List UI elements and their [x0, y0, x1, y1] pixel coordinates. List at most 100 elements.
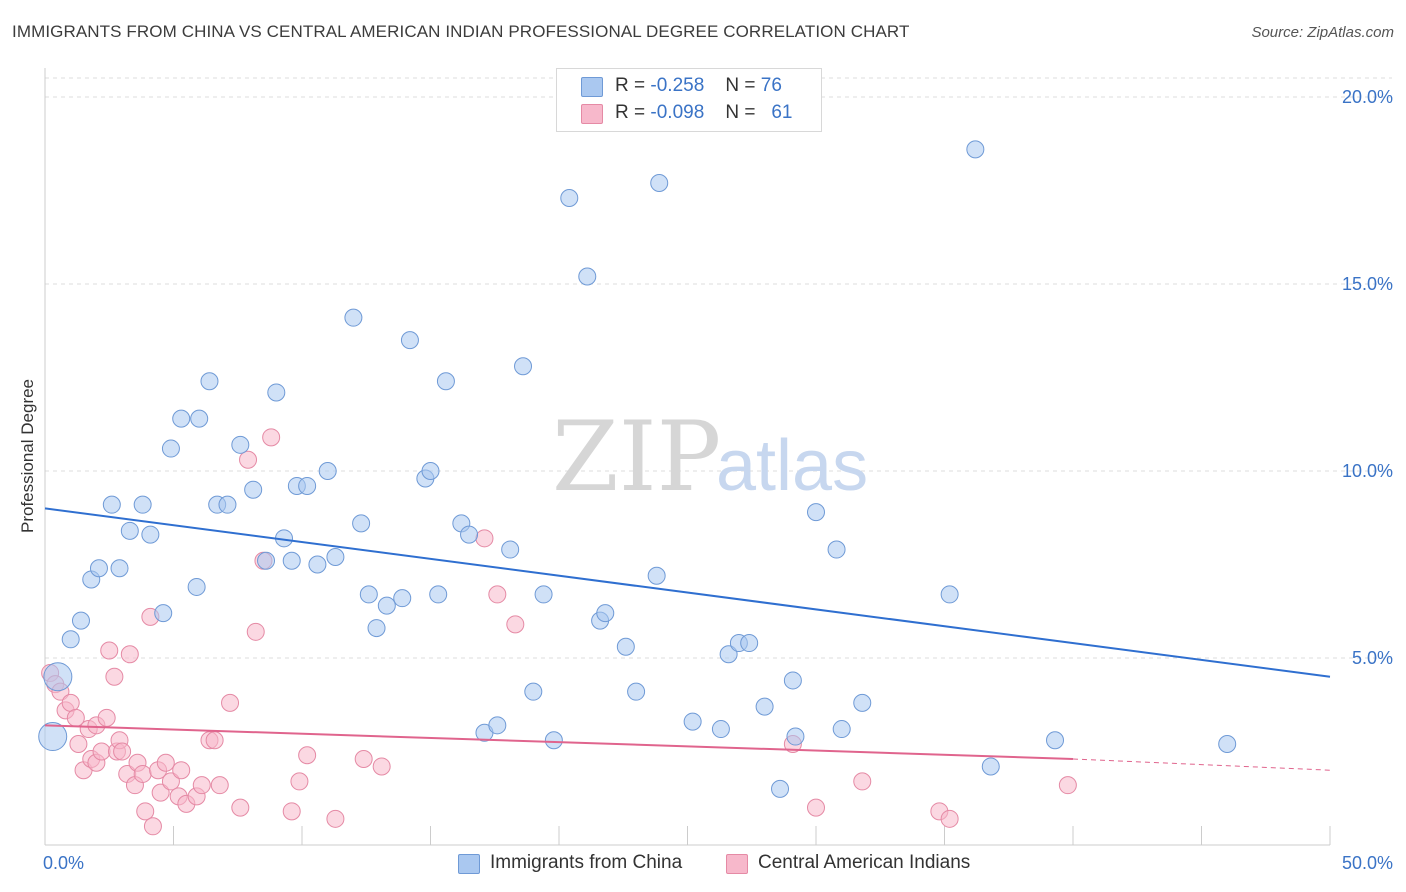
- data-point-central-american: [205, 731, 224, 750]
- series-immigrants-from-china: [38, 140, 1237, 798]
- data-point-china: [436, 372, 455, 391]
- legend-r-label: R =: [615, 102, 646, 123]
- data-point-central-american: [61, 693, 80, 712]
- data-point-china: [161, 439, 180, 458]
- data-point-china: [267, 383, 286, 402]
- data-point-central-american: [246, 622, 265, 641]
- data-point-china: [102, 495, 121, 514]
- bottom-swatch-blue: [458, 854, 480, 874]
- data-point-china: [43, 662, 73, 692]
- data-point-china: [298, 476, 317, 495]
- y-tick-label: 5.0%: [1352, 648, 1393, 668]
- x-tick-label: 50.0%: [1342, 853, 1393, 873]
- data-point-china: [187, 577, 206, 596]
- data-point-china: [308, 555, 327, 574]
- data-point-china: [421, 462, 440, 480]
- data-point-central-american: [92, 742, 111, 761]
- data-point-china: [367, 619, 386, 638]
- chart-title: IMMIGRANTS FROM CHINA VS CENTRAL AMERICA…: [12, 22, 910, 41]
- legend-swatch-blue: [581, 77, 603, 97]
- data-point-central-american: [97, 708, 116, 727]
- legend-r-label: R =: [615, 75, 646, 96]
- data-point-china: [200, 372, 219, 391]
- data-point-central-american: [1058, 776, 1077, 795]
- data-point-central-american: [100, 641, 119, 660]
- data-point-china: [1046, 731, 1065, 750]
- data-point-central-american: [143, 817, 162, 836]
- data-point-china: [853, 693, 872, 712]
- data-point-central-american: [372, 757, 391, 776]
- data-point-central-american: [282, 802, 301, 821]
- data-point-china: [429, 585, 448, 604]
- trend-line-central-american: [44, 724, 1074, 760]
- data-point-china: [377, 596, 396, 615]
- legend-swatch-pink: [581, 104, 603, 124]
- data-point-china: [719, 645, 738, 664]
- data-point-central-american: [239, 450, 258, 469]
- watermark-atlas: atlas: [716, 426, 868, 506]
- data-point-china: [981, 757, 1000, 776]
- data-point-central-american: [105, 667, 124, 686]
- data-point-china: [544, 731, 563, 750]
- watermark: ZIP atlas: [552, 401, 868, 513]
- data-point-china: [524, 682, 543, 701]
- data-point-china: [596, 604, 615, 623]
- data-point-china: [832, 720, 851, 739]
- trend-lines: [44, 507, 1331, 771]
- data-point-china: [359, 585, 378, 604]
- data-point-central-american: [113, 742, 132, 761]
- data-point-china: [560, 188, 579, 207]
- data-point-china: [683, 712, 702, 731]
- data-point-central-american: [210, 776, 229, 795]
- data-point-china: [172, 409, 191, 428]
- data-point-china: [218, 495, 237, 514]
- data-point-china: [827, 540, 846, 559]
- data-point-china: [326, 548, 345, 567]
- data-point-central-american: [172, 761, 191, 780]
- data-point-central-american: [807, 798, 825, 817]
- grid: [45, 77, 1392, 659]
- data-point-central-american: [151, 783, 170, 802]
- data-point-central-american: [69, 735, 88, 754]
- trend-line-china: [44, 507, 1331, 678]
- data-point-china: [89, 559, 108, 578]
- data-point-china: [711, 720, 730, 739]
- data-point-china: [133, 495, 152, 514]
- source-credit: Source: ZipAtlas.com: [1251, 24, 1394, 41]
- bottom-swatch-pink: [726, 854, 748, 874]
- data-point-central-american: [298, 746, 317, 765]
- legend-n-value: 61: [771, 102, 793, 123]
- data-point-china: [257, 551, 276, 570]
- data-point-china: [650, 174, 669, 193]
- data-point-central-american: [940, 809, 959, 828]
- data-point-central-american: [231, 798, 250, 817]
- data-point-central-american: [475, 529, 494, 548]
- legend-r-value: -0.098: [650, 102, 705, 123]
- data-point-central-american: [290, 772, 309, 791]
- data-point-china: [771, 779, 790, 798]
- data-point-china: [807, 503, 825, 522]
- data-point-china: [393, 589, 412, 608]
- data-point-china: [282, 551, 301, 570]
- trend-line-central-american-extension: [1072, 758, 1331, 771]
- tick-labels: 5.0% 10.0% 15.0% 20.0% 0.0% 50.0%: [43, 87, 1393, 873]
- data-point-china: [120, 521, 139, 540]
- data-point-china: [38, 722, 68, 752]
- legend-n-label: N =: [725, 102, 756, 123]
- data-point-china: [71, 611, 90, 630]
- data-point-china: [400, 331, 419, 350]
- data-point-china: [460, 525, 479, 544]
- data-point-central-american: [506, 615, 525, 634]
- axes: [44, 68, 1331, 846]
- data-point-china: [244, 480, 263, 499]
- data-point-china: [352, 514, 371, 533]
- data-point-china: [534, 585, 553, 604]
- y-tick-label: 15.0%: [1342, 274, 1393, 294]
- legend-n-value: 76: [760, 75, 782, 96]
- data-point-central-american: [120, 645, 139, 664]
- y-tick-label: 10.0%: [1342, 461, 1393, 481]
- legend-r-value: -0.258: [650, 75, 705, 96]
- data-point-central-american: [262, 428, 281, 447]
- data-point-china: [740, 634, 759, 653]
